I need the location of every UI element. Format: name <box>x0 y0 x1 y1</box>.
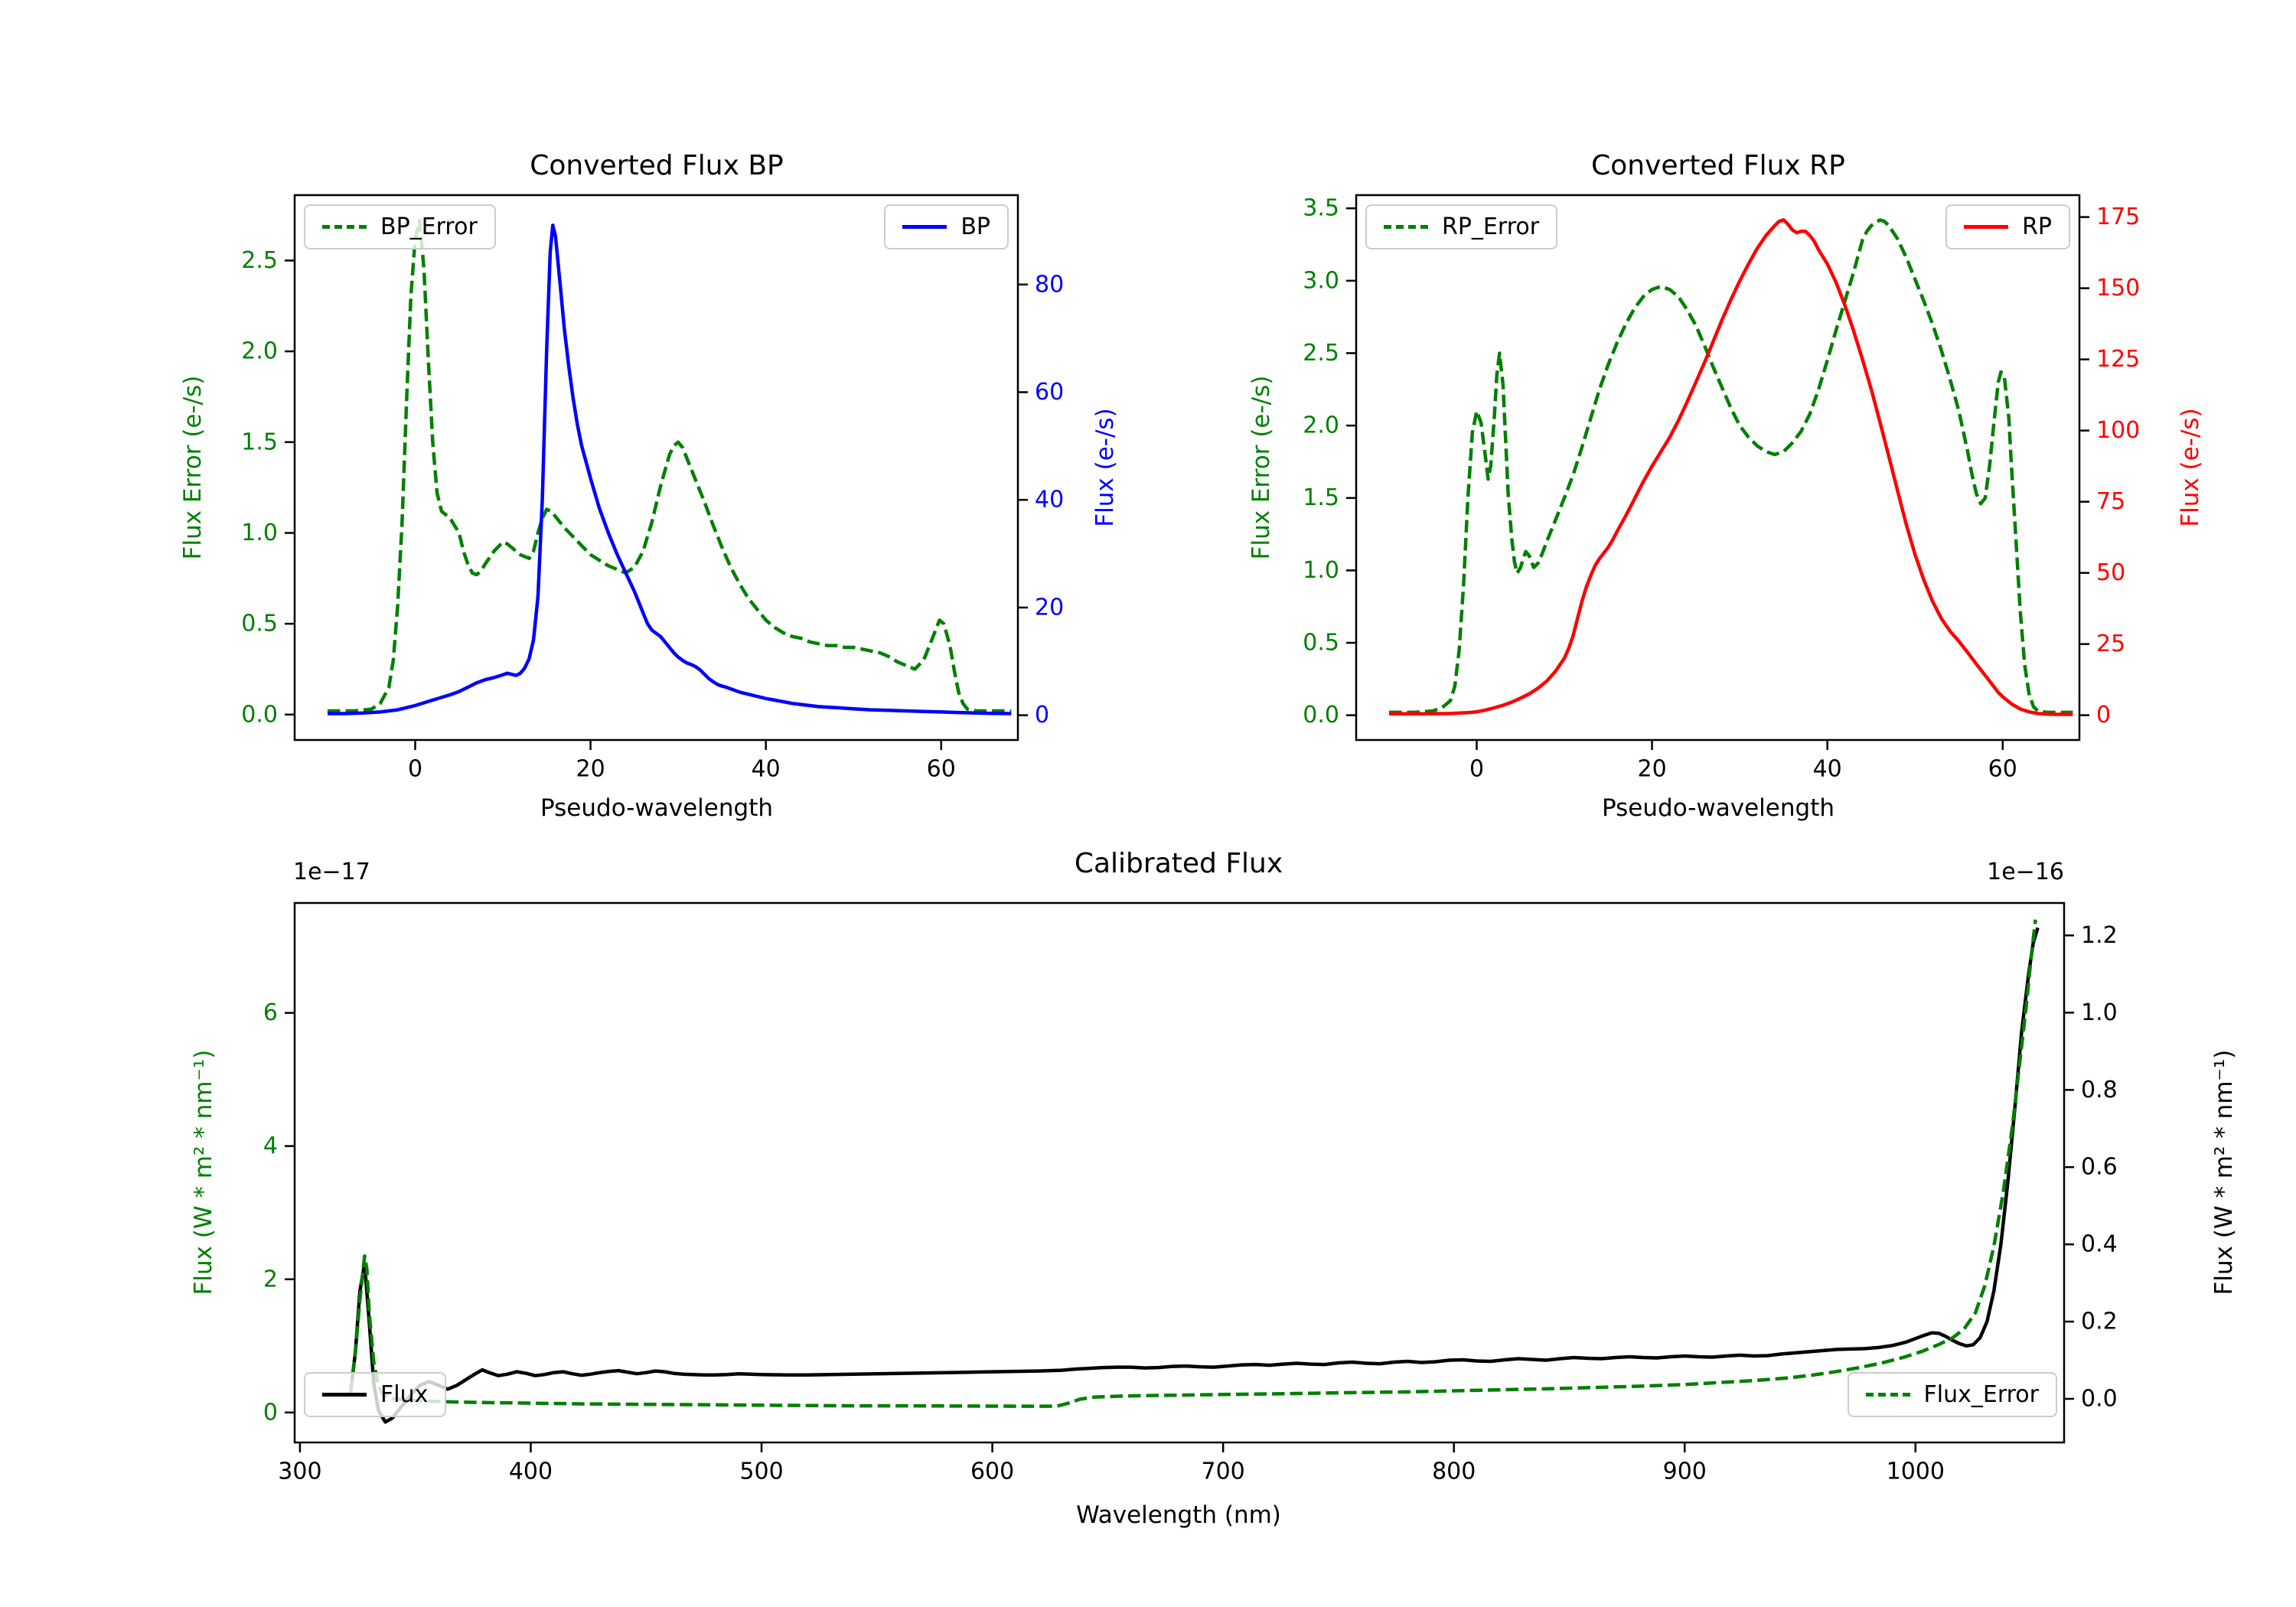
tick-label: 900 <box>1663 1459 1707 1485</box>
tick-label: 500 <box>739 1459 783 1485</box>
tick-label: 2.0 <box>1303 412 1339 439</box>
legend-line-sample <box>322 225 367 229</box>
tick-label: 150 <box>2096 275 2140 302</box>
tick-label: 0.0 <box>241 701 278 728</box>
legend-line-sample <box>1865 1393 1910 1397</box>
tick-label: 1.0 <box>241 520 278 546</box>
legend-flux-error: Flux_Error <box>1847 1372 2057 1417</box>
tick-label: 0.4 <box>2081 1231 2118 1258</box>
tick-label: 1000 <box>1887 1459 1945 1485</box>
y-axis-label-rp-left: Flux Error (e-/s) <box>1247 375 1275 560</box>
tick-label: 1.5 <box>1303 484 1339 511</box>
tick-label: 0.5 <box>1303 630 1339 657</box>
tick-label: 6 <box>263 999 278 1026</box>
tick-label: 400 <box>509 1459 553 1485</box>
chart-title-calibrated: Calibrated Flux <box>1074 848 1283 879</box>
tick-label: 125 <box>2096 346 2140 373</box>
legend-line-sample <box>322 1393 367 1397</box>
tick-label: 20 <box>1035 594 1064 621</box>
series-bp-error <box>328 218 1012 713</box>
tick-label: 1.2 <box>2081 922 2118 949</box>
series-rp <box>1389 218 2073 716</box>
tick-label: 0.0 <box>2081 1385 2118 1412</box>
tick-label: 0 <box>2096 702 2111 729</box>
axis-offset-label-right: 1e−16 <box>1987 859 2064 885</box>
tick-label: 700 <box>1202 1459 1245 1485</box>
legend-label: Flux <box>380 1381 429 1408</box>
tick-label: 1.0 <box>2081 999 2118 1026</box>
series-rp-error <box>1389 218 2073 715</box>
tick-label: 0 <box>1035 702 1049 729</box>
legend-label: RP_Error <box>1442 214 1540 240</box>
series-flux <box>349 927 2040 1424</box>
tick-label: 40 <box>1035 487 1064 513</box>
legend-label: RP <box>2022 214 2052 240</box>
tick-label: 40 <box>1813 756 1842 783</box>
tick-label: 600 <box>970 1459 1014 1485</box>
tick-label: 0.8 <box>2081 1077 2118 1103</box>
legend-label: BP_Error <box>380 214 478 240</box>
tick-label: 75 <box>2096 488 2125 515</box>
series-bp <box>328 223 1012 715</box>
tick-label: 4 <box>263 1133 278 1159</box>
tick-label: 60 <box>927 756 956 783</box>
tick-label: 0.0 <box>1303 702 1339 729</box>
tick-label: 0.5 <box>241 611 278 637</box>
tick-label: 60 <box>1035 379 1064 406</box>
legend-bp-error: BP_Error <box>304 204 496 249</box>
tick-label: 50 <box>2096 559 2125 586</box>
tick-label: 80 <box>1035 271 1064 298</box>
legend-rp-error: RP_Error <box>1365 204 1558 249</box>
tick-label: 0 <box>1469 756 1484 783</box>
tick-label: 800 <box>1432 1459 1476 1485</box>
tick-label: 25 <box>2096 631 2125 657</box>
tick-label: 2.5 <box>241 247 278 274</box>
tick-label: 1.0 <box>1303 557 1339 584</box>
legend-label: Flux_Error <box>1923 1381 2039 1408</box>
chart-title-bp: Converted Flux BP <box>530 150 784 181</box>
legend-line-sample <box>902 225 947 229</box>
legend-bp: BP <box>884 204 1009 249</box>
y-axis-label-rp-right: Flux (e-/s) <box>2177 408 2204 527</box>
tick-label: 2 <box>263 1266 278 1292</box>
legend-rp: RP <box>1945 204 2070 249</box>
tick-label: 0.6 <box>2081 1154 2118 1181</box>
legend-flux: Flux <box>304 1372 447 1417</box>
tick-label: 0 <box>408 756 422 783</box>
tick-label: 100 <box>2096 417 2140 444</box>
axes-frame-rp <box>1355 194 2081 742</box>
tick-label: 60 <box>1988 756 2017 783</box>
y-axis-label-bp-right: Flux (e-/s) <box>1091 408 1119 527</box>
y-axis-label-calibrated-left: Flux (W * m² * nm⁻¹) <box>190 1049 217 1296</box>
tick-label: 0 <box>263 1399 278 1426</box>
tick-label: 300 <box>278 1459 321 1485</box>
series-flux-error <box>349 919 2037 1408</box>
tick-label: 3.0 <box>1303 267 1339 294</box>
legend-label: BP <box>960 214 990 240</box>
tick-label: 1.5 <box>241 429 278 455</box>
tick-label: 20 <box>1637 756 1666 783</box>
tick-label: 2.5 <box>1303 340 1339 367</box>
x-axis-label-bp: Pseudo-wavelength <box>540 794 774 822</box>
y-axis-label-calibrated-right: Flux (W * m² * nm⁻¹) <box>2210 1049 2238 1296</box>
axes-frame-bp <box>293 194 1019 742</box>
legend-line-sample <box>1964 225 2009 229</box>
tick-label: 20 <box>576 756 605 783</box>
tick-label: 40 <box>752 756 781 783</box>
tick-label: 3.5 <box>1303 195 1339 222</box>
legend-line-sample <box>1384 225 1428 229</box>
x-axis-label-calibrated: Wavelength (nm) <box>1076 1501 1281 1529</box>
axes-frame-cal <box>293 901 2066 1444</box>
x-axis-label-rp: Pseudo-wavelength <box>1601 794 1835 822</box>
tick-label: 2.0 <box>241 338 278 365</box>
chart-title-rp: Converted Flux RP <box>1591 150 1845 181</box>
y-axis-label-bp-left: Flux Error (e-/s) <box>179 375 207 560</box>
axis-offset-label-left: 1e−17 <box>293 859 370 885</box>
tick-label: 0.2 <box>2081 1309 2118 1335</box>
tick-label: 175 <box>2096 204 2140 230</box>
